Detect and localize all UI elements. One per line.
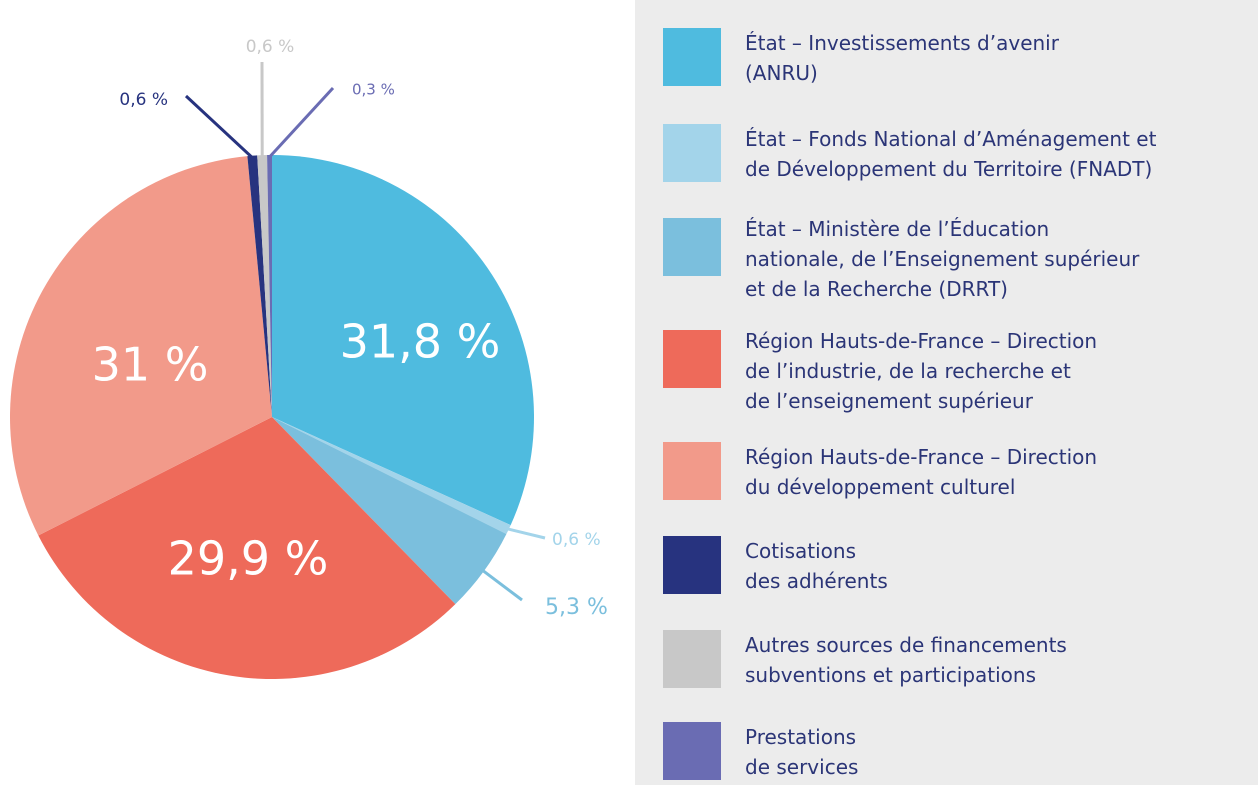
legend-swatch: [663, 218, 721, 276]
pie-slice: [9, 156, 273, 536]
data-label: 0,3 %: [352, 81, 395, 99]
legend: État – Investissements d’avenir (ANRU) Ét…: [635, 0, 1258, 785]
data-label: 31,8 %: [340, 315, 501, 369]
chart: 31,8 % 0,6 % 5,3 % 29,9 % 31 % 0,6 % 0,6 % 0,3 …: [9, 37, 608, 680]
legend-label: État – Ministère de l’Éducation national…: [745, 217, 1140, 301]
legend-label: Région Hauts-de-France – Direction de l’…: [745, 329, 1098, 413]
data-label: 0,6 %: [552, 530, 601, 550]
leader-line: [506, 527, 546, 540]
leader-line: [268, 86, 335, 159]
legend-swatch: [663, 330, 721, 388]
legend-label: Autres sources de financements subventio…: [745, 633, 1067, 687]
data-label: 31 %: [92, 338, 209, 392]
data-label: 29,9 %: [168, 532, 329, 586]
legend-label: Prestations de services: [745, 725, 859, 779]
pie-slice: [272, 417, 507, 605]
legend-swatch: [663, 722, 721, 780]
legend-swatch: [663, 124, 721, 182]
legend-swatch: [663, 536, 721, 594]
data-label: 5,3 %: [545, 595, 608, 620]
legend-swatch: [663, 630, 721, 688]
legend-swatch: [663, 442, 721, 500]
legend-label: Cotisations des adhérents: [745, 539, 888, 593]
pie-slice: [272, 417, 511, 534]
pie-slice: [267, 155, 272, 417]
leader-line: [481, 568, 523, 602]
pie-slice: [272, 155, 535, 526]
legend-label: Région Hauts-de-France – Direction du dé…: [745, 445, 1098, 499]
pie-slice: [38, 417, 456, 680]
pie-slice: [247, 155, 272, 417]
data-label: 0,6 %: [119, 90, 168, 110]
pie-slice: [257, 155, 272, 417]
leader-line: [184, 94, 254, 159]
data-label: 0,6 %: [246, 37, 295, 57]
legend-label: État – Fonds National d’Aménagement et d…: [745, 127, 1157, 181]
legend-label: État – Investissements d’avenir (ANRU): [745, 31, 1059, 85]
legend-swatch: [663, 28, 721, 86]
